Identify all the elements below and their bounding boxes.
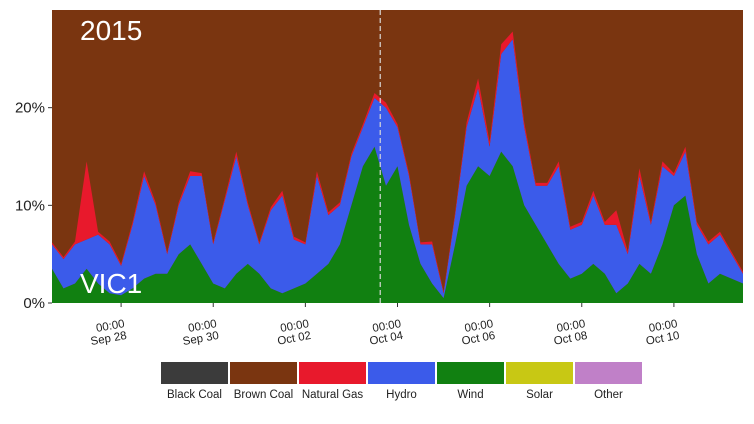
- y-axis: 0% 10% 20%: [15, 100, 52, 312]
- legend-label-natural-gas: Natural Gas: [302, 389, 364, 401]
- legend-label-brown-coal: Brown Coal: [234, 389, 293, 401]
- x-tick-time: 00:00: [372, 318, 402, 335]
- x-tick-time: 00:00: [556, 318, 586, 335]
- x-tick-date: Oct 06: [461, 330, 496, 348]
- legend-swatch-black-coal: [161, 362, 228, 384]
- area-natural-gas: [52, 31, 743, 294]
- legend-swatch-natural-gas: [299, 362, 366, 384]
- legend-swatch-hydro: [368, 362, 435, 384]
- x-tick-date: Oct 08: [553, 330, 588, 348]
- x-tick-date: Sep 28: [90, 330, 128, 348]
- y-tick-label: 0%: [23, 295, 45, 312]
- y-tick-label: 10%: [15, 197, 45, 214]
- year-label: 2015: [80, 15, 142, 46]
- x-tick-time: 00:00: [187, 318, 217, 335]
- legend-swatch-brown-coal: [230, 362, 297, 384]
- area-wind: [52, 146, 743, 303]
- x-tick-time: 00:00: [648, 318, 678, 335]
- x-tick-time: 00:00: [95, 318, 125, 335]
- y-tick-label: 20%: [15, 100, 45, 117]
- legend-label-solar: Solar: [526, 389, 553, 401]
- legend-label-other: Other: [594, 389, 623, 401]
- legend-label-wind: Wind: [457, 389, 483, 401]
- legend: Black Coal Brown Coal Natural Gas Hydro Wind…: [161, 362, 642, 401]
- legend-swatch-solar: [506, 362, 573, 384]
- x-tick-date: Oct 10: [645, 330, 680, 348]
- x-tick-date: Oct 04: [369, 330, 405, 348]
- area-hydro: [52, 39, 743, 299]
- legend-label-hydro: Hydro: [386, 389, 417, 401]
- plot-area: 2015 VIC1: [52, 10, 743, 303]
- x-tick-date: Sep 30: [182, 330, 220, 348]
- stacked-areas: [52, 31, 743, 303]
- x-tick-date: Oct 02: [277, 330, 312, 348]
- legend-label-black-coal: Black Coal: [167, 389, 222, 401]
- legend-swatch-other: [575, 362, 642, 384]
- region-label: VIC1: [80, 268, 142, 299]
- x-tick-time: 00:00: [464, 318, 494, 335]
- legend-swatch-wind: [437, 362, 504, 384]
- x-tick-time: 00:00: [279, 318, 309, 335]
